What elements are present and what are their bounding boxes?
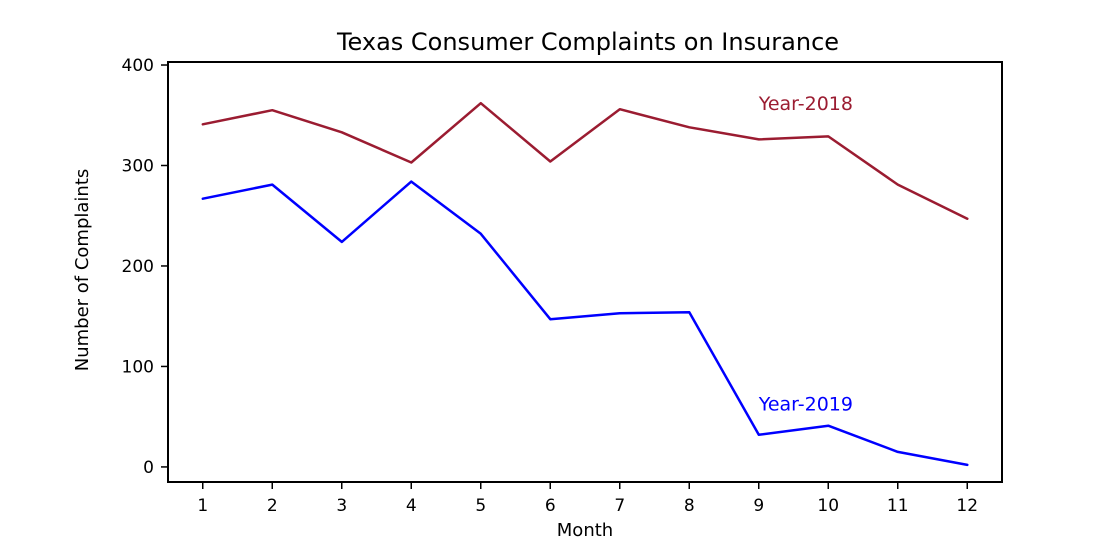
series-line-2019: [201, 180, 969, 467]
x-tick-label: 1: [197, 496, 208, 516]
x-tick-label: 2: [267, 496, 278, 516]
y-tick-label: 400: [122, 56, 154, 76]
series-label-2018: Year-2018: [758, 93, 853, 115]
annotation-group: Year-2018 Year-2019: [758, 93, 853, 415]
series-group: [201, 101, 969, 467]
x-tick-label: 4: [406, 496, 417, 516]
y-axis-label: Number of Complaints: [72, 169, 93, 372]
x-tick-label: 3: [336, 496, 347, 516]
x-axis-label: Month: [557, 520, 613, 541]
y-tick-label: 100: [122, 357, 154, 377]
series-label-2019: Year-2019: [758, 394, 853, 416]
x-tick-label: 11: [887, 496, 909, 516]
x-tick-label: 10: [817, 496, 839, 516]
x-tick-label: 12: [956, 496, 978, 516]
y-tick-label: 0: [143, 458, 154, 478]
chart-title: Texas Consumer Complaints on Insurance: [336, 28, 839, 56]
x-tick-label: 6: [545, 496, 556, 516]
x-tick-label: 5: [475, 496, 486, 516]
y-tick-label: 300: [122, 156, 154, 176]
x-tick-label: 8: [684, 496, 695, 516]
series-line-2018: [201, 101, 969, 220]
plot-frame: [167, 61, 1003, 483]
x-tick-label: 9: [753, 496, 764, 516]
y-tick-label: 200: [122, 257, 154, 277]
x-tick-label: 7: [614, 496, 625, 516]
